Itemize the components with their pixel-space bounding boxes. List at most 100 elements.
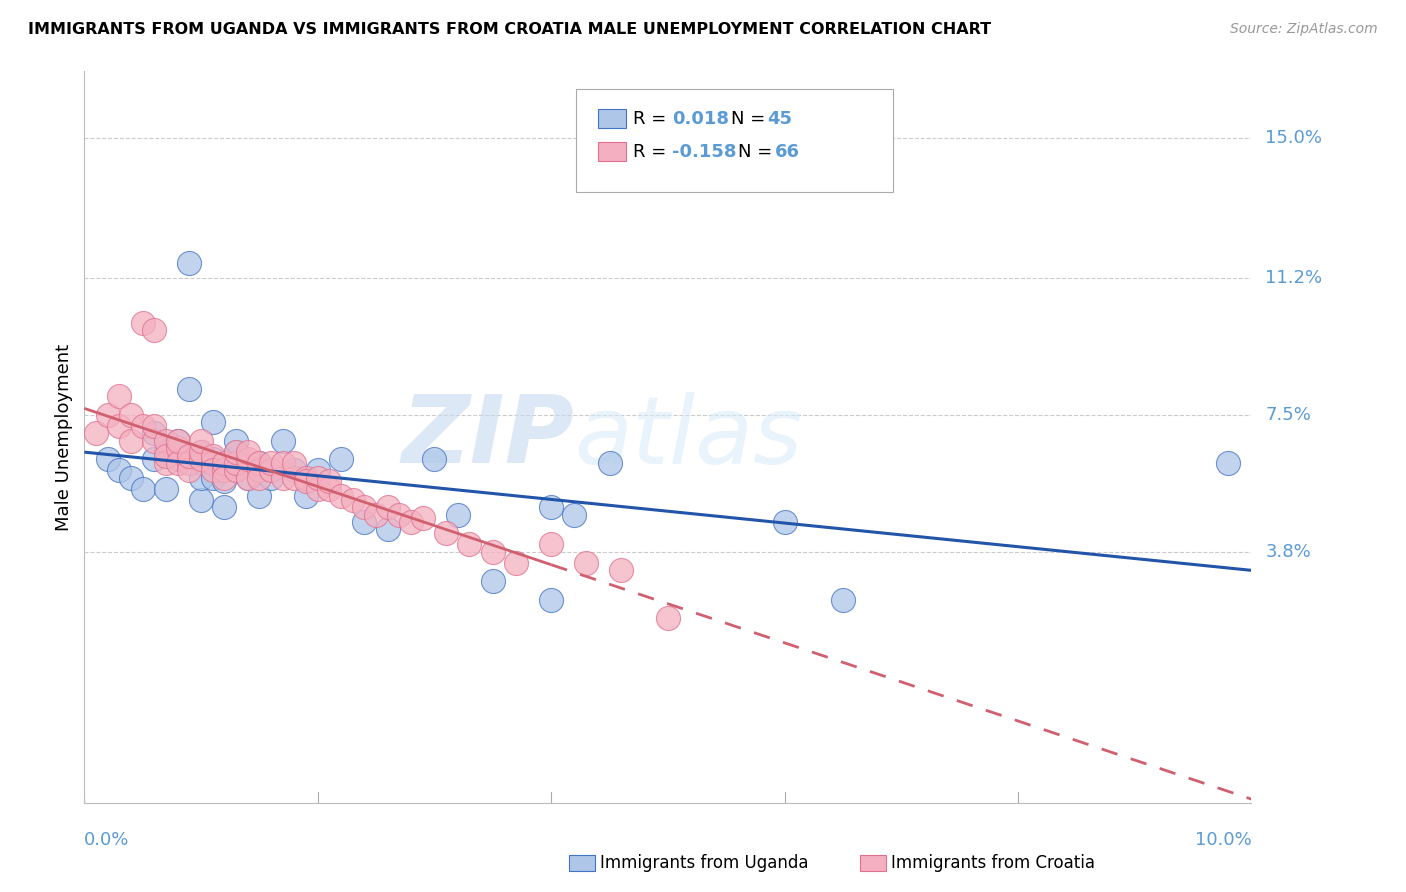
Point (481, 544, 505, 558)
Point (155, 456, 177, 470)
Text: IMMIGRANTS FROM UGANDA VS IMMIGRANTS FROM CROATIA MALE UNEMPLOYMENT CORRELATION : IMMIGRANTS FROM UGANDA VS IMMIGRANTS FRO… (28, 22, 991, 37)
Point (540, 592, 562, 607)
Point (143, 452, 166, 467)
Text: 0.0%: 0.0% (84, 830, 129, 848)
Point (201, 471, 224, 485)
Point (832, 592, 855, 607)
Point (214, 471, 236, 485)
Point (201, 456, 224, 470)
Point (434, 526, 457, 541)
Point (657, 611, 679, 625)
Text: Immigrants from Uganda: Immigrants from Uganda (600, 855, 808, 872)
Text: 15.0%: 15.0% (1265, 128, 1322, 147)
Point (236, 452, 259, 467)
Point (214, 475, 236, 489)
Point (353, 515, 375, 529)
Point (377, 523, 399, 537)
Point (108, 463, 131, 477)
Point (190, 452, 212, 467)
Point (179, 256, 201, 270)
Point (225, 434, 247, 448)
Point (225, 445, 247, 459)
Point (247, 456, 270, 470)
Text: Immigrants from Croatia: Immigrants from Croatia (891, 855, 1095, 872)
Point (120, 471, 142, 485)
Point (225, 456, 247, 470)
Text: R =: R = (633, 143, 672, 161)
Point (481, 574, 505, 589)
Point (271, 471, 294, 485)
Point (247, 471, 270, 485)
Point (166, 434, 188, 448)
Point (190, 445, 212, 459)
Point (201, 415, 224, 429)
Point (143, 426, 166, 441)
Point (540, 537, 562, 551)
Text: R =: R = (633, 110, 672, 128)
Point (260, 463, 283, 477)
Point (179, 449, 201, 463)
Point (190, 445, 212, 459)
Point (366, 508, 388, 522)
Point (214, 456, 236, 470)
Text: 3.8%: 3.8% (1265, 542, 1310, 560)
Text: N =: N = (731, 110, 770, 128)
Text: N =: N = (738, 143, 778, 161)
Point (201, 452, 224, 467)
Point (155, 482, 177, 496)
Point (307, 463, 329, 477)
Y-axis label: Male Unemployment: Male Unemployment (55, 343, 73, 531)
Text: 45: 45 (768, 110, 793, 128)
Point (377, 500, 399, 515)
Point (214, 463, 236, 477)
Point (260, 471, 283, 485)
Point (307, 471, 329, 485)
Point (283, 456, 305, 470)
Point (108, 389, 131, 403)
Point (179, 382, 201, 396)
Point (132, 419, 155, 434)
Point (599, 456, 621, 470)
Text: Source: ZipAtlas.com: Source: ZipAtlas.com (1230, 22, 1378, 37)
Point (120, 434, 142, 448)
Point (166, 441, 188, 455)
Text: atlas: atlas (575, 392, 803, 483)
Point (155, 445, 177, 459)
Point (423, 452, 446, 467)
Point (236, 471, 259, 485)
Point (1216, 456, 1239, 470)
Point (271, 434, 294, 448)
Point (247, 456, 270, 470)
Text: -0.158: -0.158 (672, 143, 737, 161)
Point (132, 482, 155, 496)
Point (260, 456, 283, 470)
Point (108, 419, 131, 434)
Point (190, 456, 212, 470)
Point (236, 471, 259, 485)
Point (412, 511, 434, 525)
Point (318, 475, 340, 489)
Text: 10.0%: 10.0% (1195, 830, 1251, 848)
Point (214, 463, 236, 477)
Point (132, 316, 155, 330)
Point (247, 489, 270, 503)
Point (155, 434, 177, 448)
Point (399, 515, 422, 529)
Point (225, 445, 247, 459)
Point (143, 434, 166, 448)
Point (610, 563, 633, 577)
Point (388, 508, 411, 522)
Point (166, 456, 188, 470)
Point (190, 434, 212, 448)
Point (120, 408, 142, 422)
Point (330, 489, 353, 503)
Point (353, 500, 375, 515)
Point (342, 492, 364, 507)
Point (458, 537, 481, 551)
Point (295, 489, 318, 503)
Point (575, 556, 598, 570)
Point (540, 500, 562, 515)
Point (330, 452, 353, 467)
Text: 0.018: 0.018 (672, 110, 730, 128)
Point (143, 323, 166, 337)
